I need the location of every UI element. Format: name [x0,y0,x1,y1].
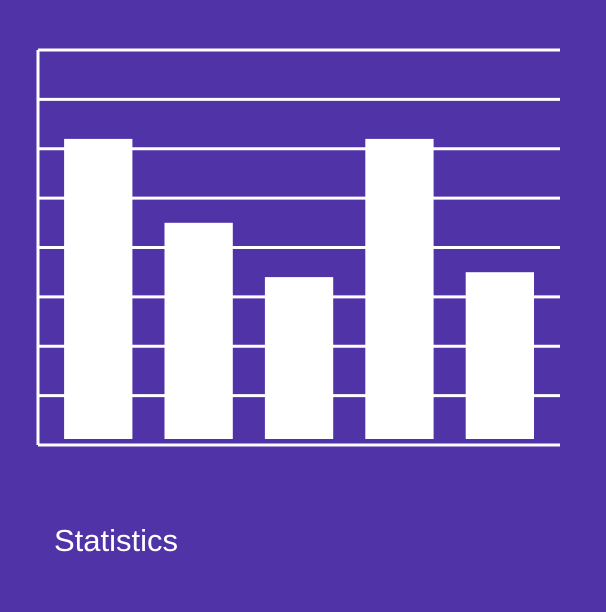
caption-label: Statistics [54,523,179,558]
bar [164,222,233,439]
bar [64,138,133,439]
bar [264,277,334,439]
bar [465,272,534,439]
bar [365,138,434,439]
